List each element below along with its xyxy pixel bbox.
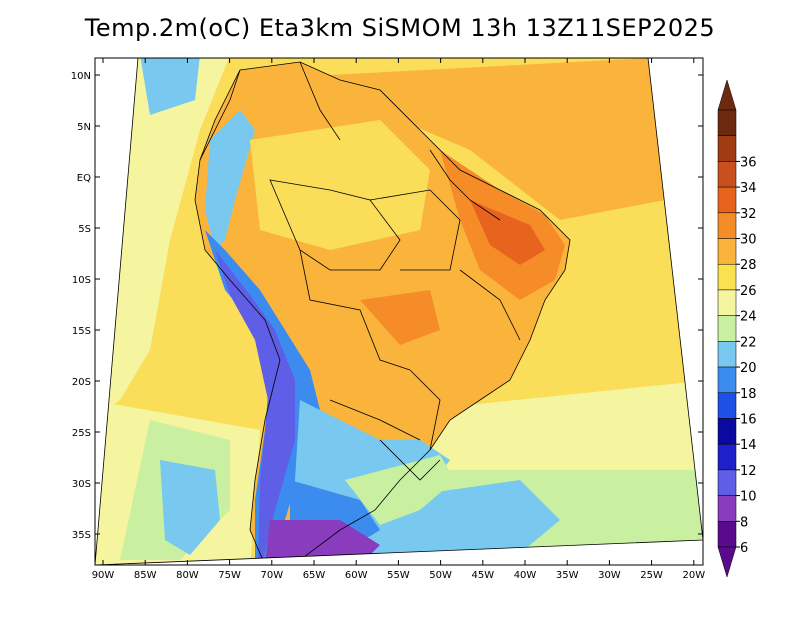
border-bolivia (299, 249, 411, 371)
colorbar-label: 34 (740, 181, 757, 196)
colorbar: 6 8 10 12 14 16 18 20 22 24 26 28 30 32 34 36 (717, 79, 757, 578)
lon-label: 20W (682, 570, 705, 581)
colorbar-label: 14 (740, 438, 757, 453)
lon-label: 70W (260, 570, 283, 581)
lat-label: 10N (71, 71, 91, 82)
longitude-axis: 90W 85W 80W 75W 70W 65W 60W 55W 50W 45W 40W 35W 30W 2… (92, 58, 705, 581)
colorbar-label: 16 (740, 412, 757, 427)
colorbar-label: 36 (740, 155, 757, 170)
northeast-very-hot (470, 200, 545, 265)
colorbar-segment (717, 341, 737, 368)
lat-label: 5S (78, 224, 91, 235)
coastline (194, 61, 571, 565)
colorbar-label: 26 (740, 284, 757, 299)
colorbar-segment (717, 212, 737, 239)
colorbar-label: 10 (740, 490, 757, 505)
political-borders (194, 61, 571, 565)
lat-label: 20S (72, 377, 91, 388)
border-bahia (459, 269, 521, 341)
lon-label: 30W (598, 570, 621, 581)
lon-label: 85W (134, 570, 157, 581)
lon-label: 40W (514, 570, 537, 581)
colorbar-label: 30 (740, 233, 757, 248)
lon-label: 55W (387, 570, 410, 581)
colorbar-segment (717, 186, 737, 214)
colorbar-segment (717, 469, 737, 496)
map-title: Temp.2m(oC) Eta3km SiSMOM 13h 13Z11SEP20… (84, 14, 716, 42)
lat-label: 5N (77, 122, 91, 133)
lon-label: 50W (429, 570, 452, 581)
border-northeast (429, 149, 501, 221)
colorbar-segment (717, 418, 737, 445)
amazon-yellow (250, 120, 430, 250)
lat-label: 15S (72, 326, 91, 337)
temperature-field (95, 58, 703, 565)
colorbar-label: 8 (740, 515, 748, 530)
latitude-axis: 10N 5N EQ 5S 10S 15S 20S 25S 30S 35S (71, 71, 703, 541)
colorbar-label: 6 (740, 541, 748, 556)
colorbar-label: 20 (740, 361, 757, 376)
lon-label: 25W (640, 570, 663, 581)
lon-label: 35W (556, 570, 579, 581)
colorbar-segment (717, 443, 737, 471)
lon-label: 75W (218, 570, 241, 581)
colorbar-segment (717, 238, 737, 265)
lon-label: 45W (471, 570, 494, 581)
pacific-blue-patch (160, 460, 220, 555)
colorbar-segment (717, 109, 737, 136)
northern-andes-cool (205, 110, 255, 250)
border-west-amazon (269, 179, 401, 271)
colorbar-below-arrow (717, 546, 737, 578)
lon-label: 80W (176, 570, 199, 581)
border-colombia (199, 69, 241, 161)
border-para (369, 189, 461, 271)
border-uruguay (379, 439, 441, 481)
lat-label: 25S (72, 428, 91, 439)
colorbar-label: 12 (740, 464, 757, 479)
patagonia-purple (265, 520, 380, 565)
lon-label: 65W (303, 570, 326, 581)
border-argentina (329, 399, 421, 441)
lon-label: 90W (92, 570, 115, 581)
lat-label: 30S (72, 479, 91, 490)
north-atlantic-warm (330, 58, 665, 220)
colorbar-label: 18 (740, 387, 757, 402)
colorbar-label: 28 (740, 258, 757, 273)
colorbar-segment (717, 495, 737, 522)
central-brazil-hot (360, 290, 440, 345)
lat-label: 35S (72, 530, 91, 541)
border-parana (409, 369, 441, 451)
andes-coldest-core (215, 250, 295, 565)
lat-label: 10S (72, 275, 91, 286)
colorbar-label: 32 (740, 207, 757, 222)
colorbar-segment (717, 315, 737, 342)
colorbar-segment (717, 392, 737, 419)
colorbar-segment (717, 521, 737, 548)
border-venezuela (299, 61, 341, 141)
colorbar-segment (717, 161, 737, 188)
colorbar-label: 24 (740, 310, 757, 325)
colorbar-segment (717, 289, 737, 316)
lon-label: 60W (345, 570, 368, 581)
colorbar-segment (717, 135, 737, 162)
colorbar-segment (717, 366, 737, 394)
colorbar-label: 22 (740, 335, 757, 350)
axis-frame (94, 57, 704, 566)
panama-blue-patch (140, 58, 200, 115)
lat-label: EQ (77, 173, 91, 184)
colorbar-segment (717, 263, 737, 291)
colorbar-above-arrow (717, 79, 737, 111)
